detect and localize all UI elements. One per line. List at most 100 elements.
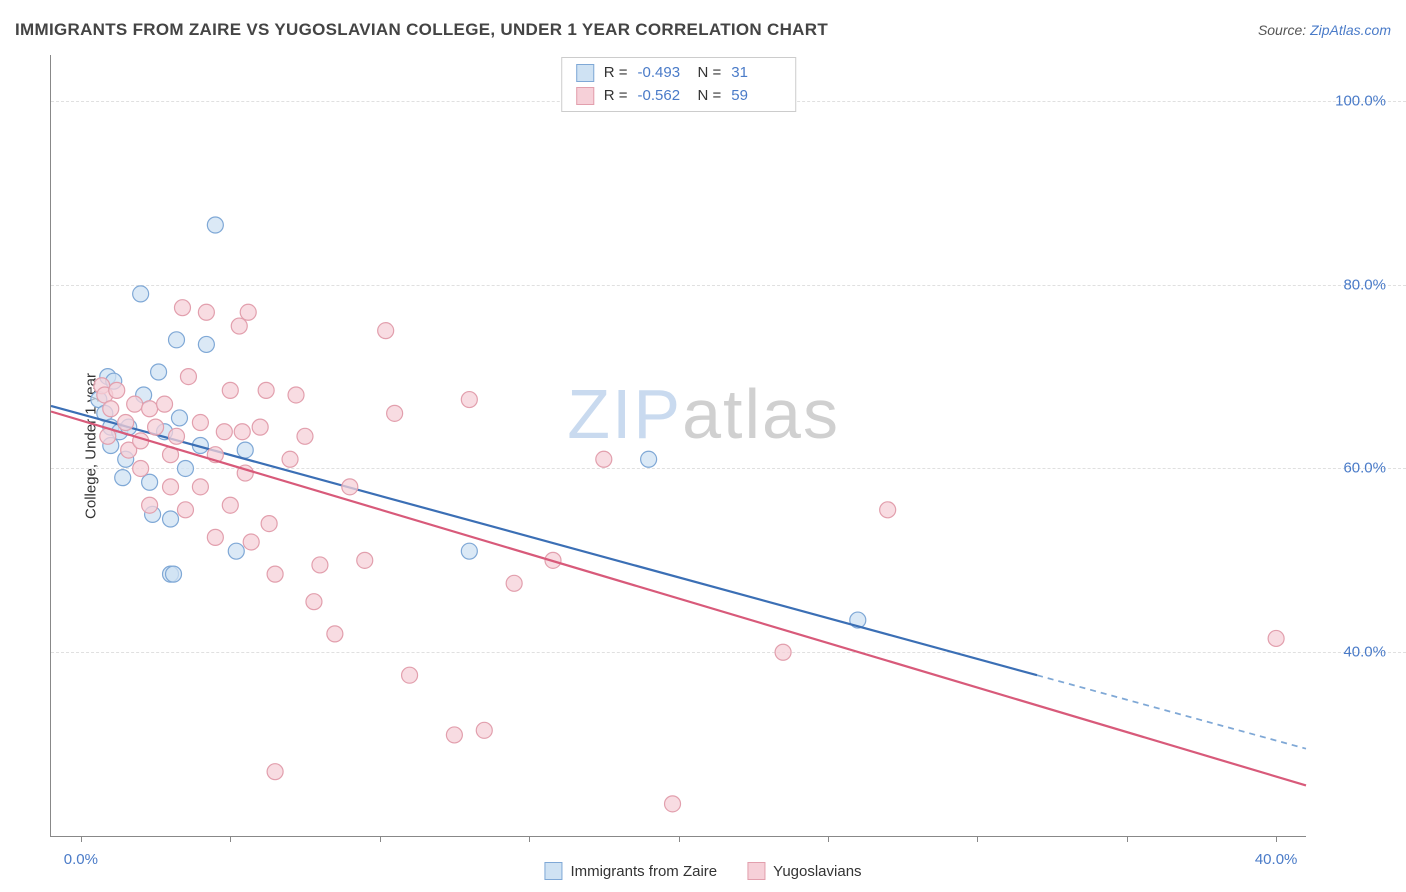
data-point	[327, 626, 343, 642]
data-point	[446, 727, 462, 743]
stat-r-value: -0.493	[638, 62, 688, 85]
x-tick	[380, 836, 381, 842]
data-point	[243, 534, 259, 550]
y-tick-label: 40.0%	[1343, 644, 1386, 661]
legend-item: Yugoslavians	[747, 862, 861, 880]
y-tick-label: 100.0%	[1335, 92, 1386, 109]
data-point	[240, 304, 256, 320]
bottom-legend: Immigrants from Zaire Yugoslavians	[544, 862, 861, 880]
legend-swatch	[544, 862, 562, 880]
stat-r-value: -0.562	[638, 85, 688, 108]
data-point	[103, 401, 119, 417]
data-point	[357, 552, 373, 568]
data-point	[163, 479, 179, 495]
data-point	[216, 424, 232, 440]
stat-r-label: R =	[604, 62, 628, 85]
data-point	[378, 323, 394, 339]
data-point	[234, 424, 250, 440]
scatter-plot	[51, 55, 1306, 836]
legend-label: Yugoslavians	[773, 863, 861, 880]
data-point	[166, 566, 182, 582]
data-point	[297, 428, 313, 444]
trend-line-extrapolation	[1037, 675, 1306, 749]
source-link[interactable]: ZipAtlas.com	[1310, 22, 1391, 38]
data-point	[192, 479, 208, 495]
data-point	[267, 764, 283, 780]
x-tick	[230, 836, 231, 842]
data-point	[222, 497, 238, 513]
y-tick-label: 60.0%	[1343, 460, 1386, 477]
data-point	[207, 217, 223, 233]
legend-swatch	[747, 862, 765, 880]
data-point	[133, 460, 149, 476]
legend-item: Immigrants from Zaire	[544, 862, 717, 880]
data-point	[207, 529, 223, 545]
data-point	[641, 451, 657, 467]
data-point	[506, 575, 522, 591]
data-point	[342, 479, 358, 495]
data-point	[127, 396, 143, 412]
trend-line	[51, 406, 1037, 675]
data-point	[402, 667, 418, 683]
data-point	[775, 644, 791, 660]
data-point	[169, 428, 185, 444]
stats-row: R =-0.562N =59	[576, 85, 782, 108]
data-point	[174, 300, 190, 316]
data-point	[198, 336, 214, 352]
data-point	[312, 557, 328, 573]
data-point	[261, 516, 277, 532]
source-attribution: Source: ZipAtlas.com	[1258, 22, 1391, 38]
data-point	[151, 364, 167, 380]
y-tick-label: 80.0%	[1343, 276, 1386, 293]
data-point	[169, 332, 185, 348]
source-prefix: Source:	[1258, 22, 1310, 38]
data-point	[476, 722, 492, 738]
x-tick	[529, 836, 530, 842]
data-point	[387, 405, 403, 421]
data-point	[461, 392, 477, 408]
data-point	[142, 497, 158, 513]
stat-n-label: N =	[698, 62, 722, 85]
data-point	[880, 502, 896, 518]
data-point	[258, 382, 274, 398]
data-point	[192, 415, 208, 431]
data-point	[306, 594, 322, 610]
data-point	[282, 451, 298, 467]
x-axis-max-label: 40.0%	[1255, 851, 1298, 868]
chart-title: IMMIGRANTS FROM ZAIRE VS YUGOSLAVIAN COL…	[15, 20, 828, 40]
x-tick	[679, 836, 680, 842]
header: IMMIGRANTS FROM ZAIRE VS YUGOSLAVIAN COL…	[15, 20, 1391, 40]
data-point	[231, 318, 247, 334]
data-point	[198, 304, 214, 320]
data-point	[118, 415, 134, 431]
data-point	[267, 566, 283, 582]
data-point	[109, 382, 125, 398]
trend-line	[51, 412, 1306, 786]
data-point	[142, 401, 158, 417]
data-point	[133, 286, 149, 302]
stat-r-label: R =	[604, 85, 628, 108]
data-point	[222, 382, 238, 398]
data-point	[237, 442, 253, 458]
data-point	[163, 511, 179, 527]
data-point	[665, 796, 681, 812]
legend-swatch	[576, 64, 594, 82]
data-point	[252, 419, 268, 435]
data-point	[180, 369, 196, 385]
x-tick	[81, 836, 82, 842]
stat-n-label: N =	[698, 85, 722, 108]
legend-label: Immigrants from Zaire	[570, 863, 717, 880]
data-point	[171, 410, 187, 426]
stats-row: R =-0.493N =31	[576, 62, 782, 85]
legend-swatch	[576, 87, 594, 105]
x-axis-min-label: 0.0%	[64, 851, 98, 868]
x-tick	[977, 836, 978, 842]
data-point	[148, 419, 164, 435]
chart-area: ZIPatlas R =-0.493N =31R =-0.562N =59 40…	[50, 55, 1306, 837]
x-tick	[1127, 836, 1128, 842]
data-point	[115, 470, 131, 486]
correlation-stats-box: R =-0.493N =31R =-0.562N =59	[561, 57, 797, 112]
data-point	[461, 543, 477, 559]
data-point	[177, 502, 193, 518]
data-point	[142, 474, 158, 490]
